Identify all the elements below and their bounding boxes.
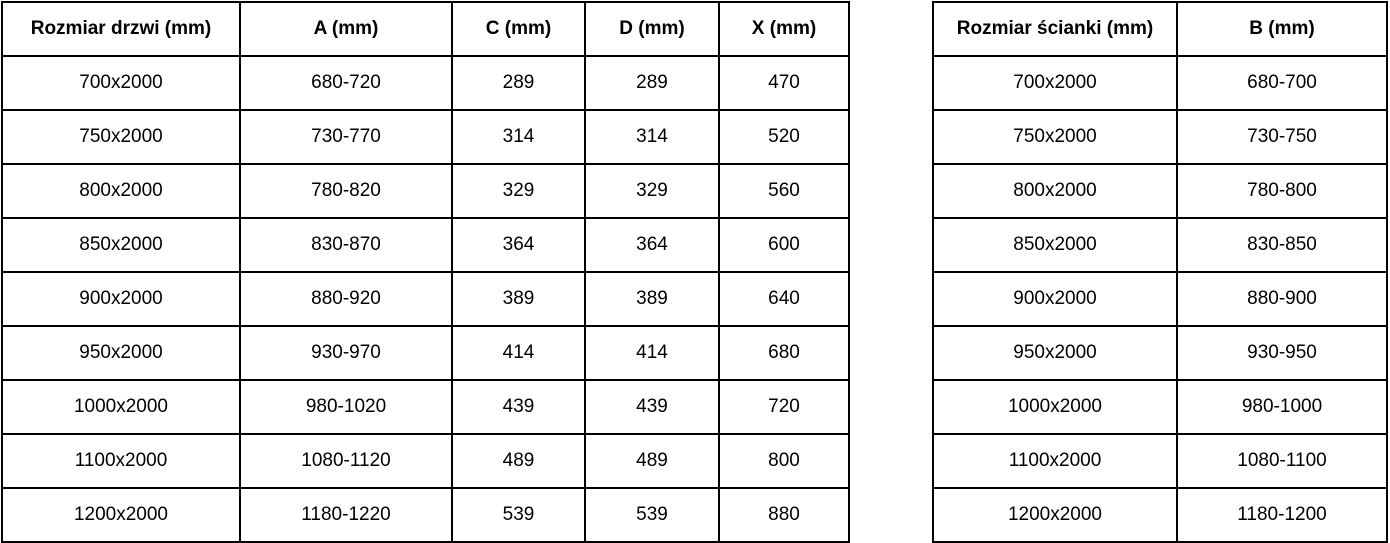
table-cell: 640 <box>718 271 850 327</box>
table-cell: 930-970 <box>239 325 453 381</box>
table-cell: 289 <box>451 55 586 111</box>
table-row: 1000x2000 980-1000 <box>932 379 1388 435</box>
table-row: 850x2000 830-850 <box>932 217 1388 273</box>
table-cell: 880-920 <box>239 271 453 327</box>
table-cell: 930-950 <box>1176 325 1388 381</box>
table-cell: 470 <box>718 55 850 111</box>
header-x-mm: X (mm) <box>718 1 850 57</box>
table-cell: 800 <box>718 433 850 489</box>
table-cell: 900x2000 <box>1 271 241 327</box>
header-wall-size: Rozmiar ścianki (mm) <box>932 1 1178 57</box>
table-row: 950x2000 930-970 414 414 680 <box>1 325 850 381</box>
table-row: 850x2000 830-870 364 364 600 <box>1 217 850 273</box>
table-cell: 880-900 <box>1176 271 1388 327</box>
table-row: 800x2000 780-820 329 329 560 <box>1 163 850 219</box>
table-cell: 980-1000 <box>1176 379 1388 435</box>
table-cell: 880 <box>718 487 850 543</box>
table-cell: 800x2000 <box>1 163 241 219</box>
table-row: 800x2000 780-800 <box>932 163 1388 219</box>
table-row: 1100x2000 1080-1100 <box>932 433 1388 489</box>
table-cell: 680-720 <box>239 55 453 111</box>
table-row: 1000x2000 980-1020 439 439 720 <box>1 379 850 435</box>
table-cell: 950x2000 <box>932 325 1178 381</box>
table-row: 750x2000 730-770 314 314 520 <box>1 109 850 165</box>
table-cell: 750x2000 <box>1 109 241 165</box>
door-sizes-table: Rozmiar drzwi (mm) A (mm) C (mm) D (mm) … <box>1 1 850 543</box>
table-cell: 314 <box>451 109 586 165</box>
table-cell: 1000x2000 <box>1 379 241 435</box>
header-d-mm: D (mm) <box>584 1 720 57</box>
table-cell: 414 <box>451 325 586 381</box>
table-cell: 950x2000 <box>1 325 241 381</box>
table-row: 700x2000 680-700 <box>932 55 1388 111</box>
table-cell: 539 <box>451 487 586 543</box>
table-header-row: Rozmiar ścianki (mm) B (mm) <box>932 1 1388 57</box>
header-a-mm: A (mm) <box>239 1 453 57</box>
table-row: 1100x2000 1080-1120 489 489 800 <box>1 433 850 489</box>
header-door-size: Rozmiar drzwi (mm) <box>1 1 241 57</box>
table-cell: 539 <box>584 487 720 543</box>
table-cell: 314 <box>584 109 720 165</box>
table-cell: 414 <box>584 325 720 381</box>
table-row: 750x2000 730-750 <box>932 109 1388 165</box>
table-row: 1200x2000 1180-1220 539 539 880 <box>1 487 850 543</box>
table-cell: 364 <box>584 217 720 273</box>
table-cell: 1100x2000 <box>932 433 1178 489</box>
table-cell: 364 <box>451 217 586 273</box>
table-cell: 489 <box>451 433 586 489</box>
table-cell: 830-870 <box>239 217 453 273</box>
table-row: 700x2000 680-720 289 289 470 <box>1 55 850 111</box>
table-cell: 680 <box>718 325 850 381</box>
table-cell: 489 <box>584 433 720 489</box>
table-cell: 800x2000 <box>932 163 1178 219</box>
wall-panel-sizes-table: Rozmiar ścianki (mm) B (mm) 700x2000 680-… <box>932 1 1388 543</box>
table-header-row: Rozmiar drzwi (mm) A (mm) C (mm) D (mm) … <box>1 1 850 57</box>
table-row: 950x2000 930-950 <box>932 325 1388 381</box>
wall-panel-sizes-table-body: 700x2000 680-700 750x2000 730-750 800x2000 78… <box>932 55 1388 543</box>
table-cell: 1180-1200 <box>1176 487 1388 543</box>
table-cell: 730-750 <box>1176 109 1388 165</box>
table-cell: 439 <box>451 379 586 435</box>
table-cell: 850x2000 <box>932 217 1178 273</box>
table-cell: 980-1020 <box>239 379 453 435</box>
table-cell: 389 <box>584 271 720 327</box>
table-cell: 1100x2000 <box>1 433 241 489</box>
header-b-mm: B (mm) <box>1176 1 1388 57</box>
table-row: 900x2000 880-900 <box>932 271 1388 327</box>
table-cell: 900x2000 <box>932 271 1178 327</box>
table-cell: 1180-1220 <box>239 487 453 543</box>
table-cell: 329 <box>584 163 720 219</box>
table-cell: 560 <box>718 163 850 219</box>
door-sizes-table-body: 700x2000 680-720 289 289 470 750x2000 730-770 3… <box>1 55 850 543</box>
table-row: 1200x2000 1180-1200 <box>932 487 1388 543</box>
table-cell: 780-800 <box>1176 163 1388 219</box>
table-cell: 389 <box>451 271 586 327</box>
table-cell: 850x2000 <box>1 217 241 273</box>
table-cell: 520 <box>718 109 850 165</box>
table-cell: 289 <box>584 55 720 111</box>
table-cell: 750x2000 <box>932 109 1178 165</box>
table-cell: 780-820 <box>239 163 453 219</box>
table-cell: 680-700 <box>1176 55 1388 111</box>
table-row: 900x2000 880-920 389 389 640 <box>1 271 850 327</box>
table-cell: 329 <box>451 163 586 219</box>
table-cell: 720 <box>718 379 850 435</box>
table-cell: 1000x2000 <box>932 379 1178 435</box>
table-cell: 730-770 <box>239 109 453 165</box>
table-cell: 700x2000 <box>1 55 241 111</box>
table-cell: 1200x2000 <box>1 487 241 543</box>
table-cell: 600 <box>718 217 850 273</box>
table-cell: 439 <box>584 379 720 435</box>
table-cell: 700x2000 <box>932 55 1178 111</box>
table-cell: 1200x2000 <box>932 487 1178 543</box>
table-cell: 1080-1100 <box>1176 433 1388 489</box>
table-cell: 1080-1120 <box>239 433 453 489</box>
table-cell: 830-850 <box>1176 217 1388 273</box>
header-c-mm: C (mm) <box>451 1 586 57</box>
